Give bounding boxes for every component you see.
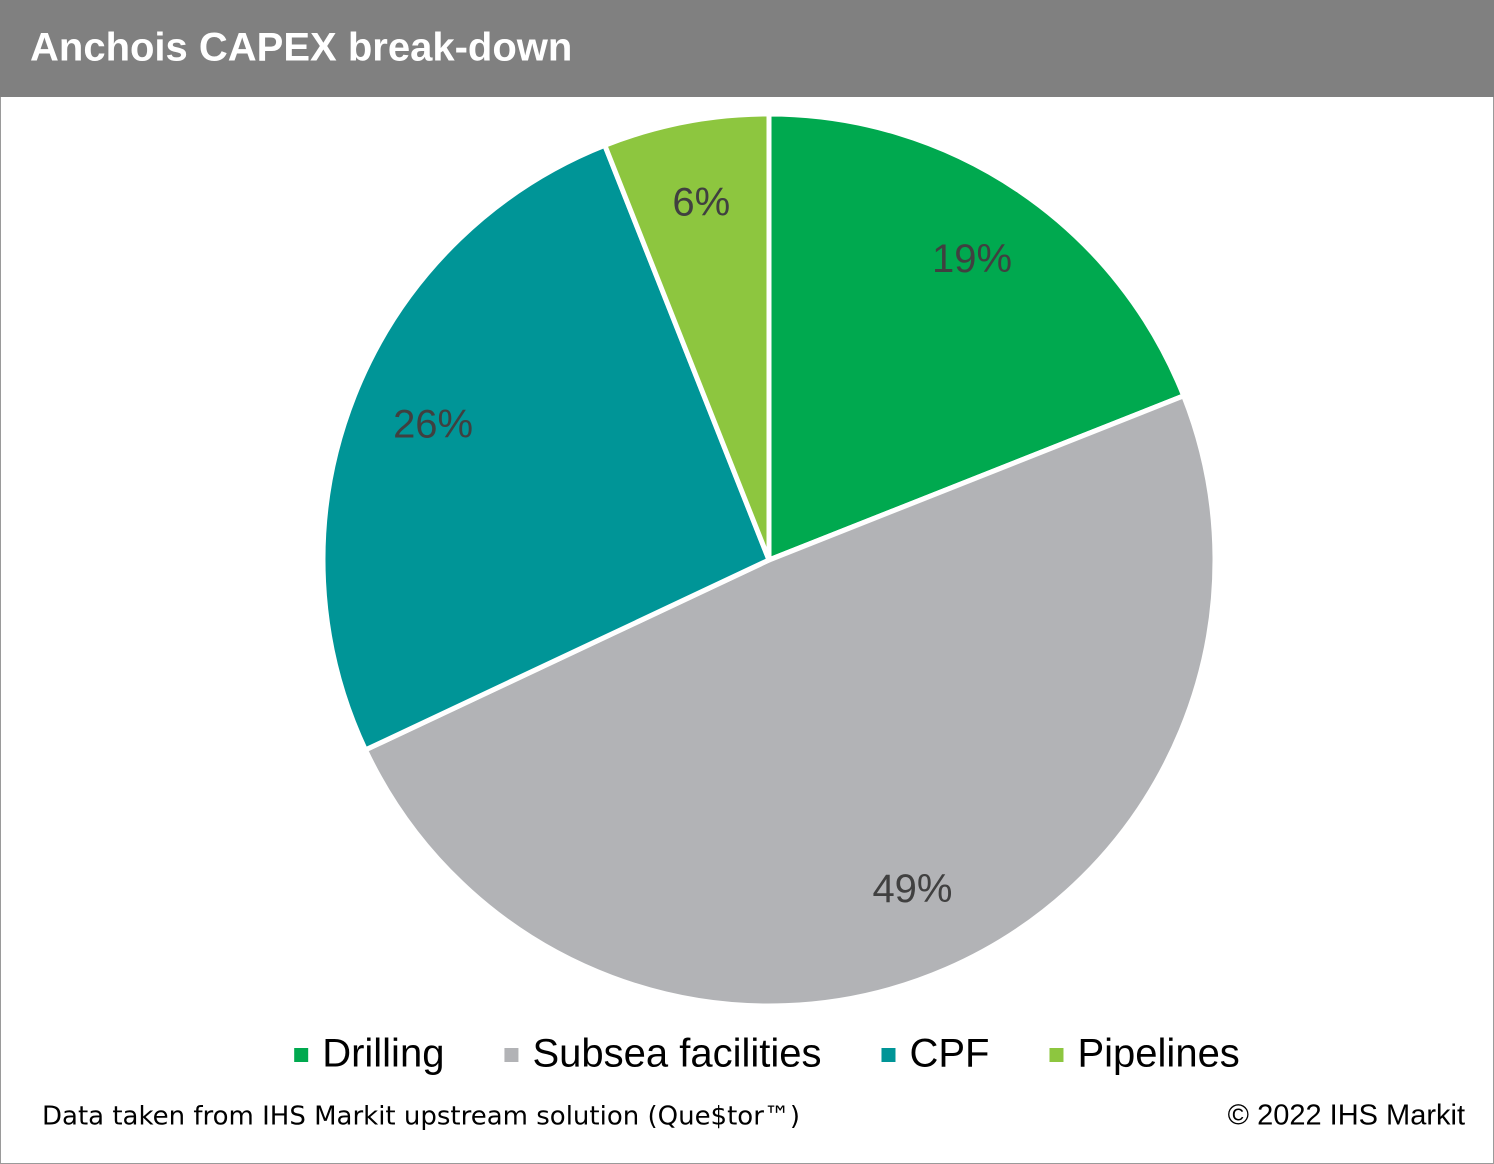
- pie-slice: [766, 111, 1187, 563]
- legend-swatch: [294, 1048, 309, 1062]
- legend-label: CPF: [909, 1032, 989, 1076]
- legend-label: Subsea facilities: [532, 1032, 821, 1076]
- data-label: 26%: [393, 403, 473, 447]
- pie-slice: [320, 142, 772, 753]
- legend-swatch: [881, 1048, 896, 1062]
- legend-label: Drilling: [322, 1032, 444, 1076]
- copyright: © 2022 IHS Markit: [1228, 1100, 1465, 1132]
- pie-slice: [602, 111, 772, 563]
- legend-label: Pipelines: [1077, 1032, 1239, 1076]
- legend-swatch: [504, 1048, 519, 1062]
- header-bar: [0, 0, 1494, 97]
- legend-swatch: [1049, 1048, 1064, 1062]
- chart-title: Anchois CAPEX break-down: [30, 26, 572, 70]
- source-note: Data taken from IHS Markit upstream solu…: [42, 1102, 800, 1132]
- data-label: 6%: [672, 181, 730, 225]
- pie-slice: [362, 393, 1218, 1009]
- data-label: 49%: [872, 867, 952, 911]
- data-label: 19%: [932, 237, 1012, 281]
